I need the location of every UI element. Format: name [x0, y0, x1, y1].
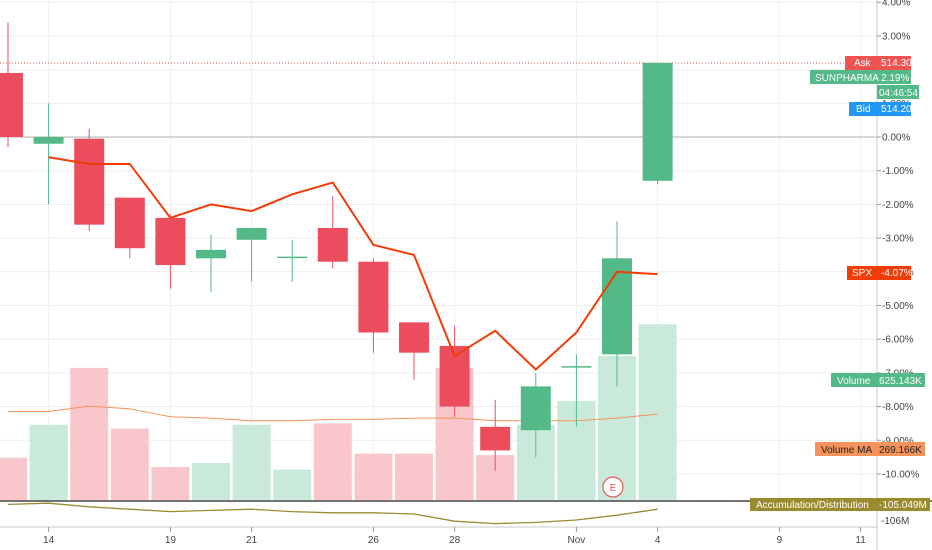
ask-tag-label: Ask — [854, 58, 872, 69]
volume-bar — [192, 463, 230, 500]
candle-body — [358, 261, 389, 333]
accdist-tag: Accumulation/Distribution -105.049M — [750, 498, 930, 511]
time-axis-label: Nov — [568, 535, 586, 546]
candles — [0, 22, 673, 471]
accdist-line — [7, 502, 658, 525]
earnings-marker-circle — [602, 476, 624, 498]
spx-tag-value: -4.07% — [881, 268, 913, 279]
volume-bar — [29, 424, 68, 500]
accdist-tag-label: Accumulation/Distribution — [756, 500, 869, 511]
volume-bar — [395, 453, 433, 500]
symbol-tag-bg — [810, 70, 911, 84]
ask-tag: Ask 514.30 — [845, 56, 912, 70]
price-axis-label: -8.00% — [882, 402, 914, 413]
countdown-value: 04:46:54 — [879, 88, 918, 99]
candle-body — [317, 227, 348, 262]
bid-tag-label: Bid — [856, 104, 870, 115]
accdist-tag-value: -105.049M — [879, 500, 927, 511]
spx-line — [48, 156, 658, 371]
volume-ma-tag-bg — [815, 442, 925, 456]
price-axis-label: 0.00% — [882, 133, 910, 144]
candle-body — [33, 137, 64, 144]
candle-body — [480, 426, 511, 451]
accdist-tag-bg — [750, 498, 930, 511]
spx-tag-bg — [847, 266, 911, 280]
time-axis-label: 21 — [246, 535, 258, 546]
accdist-scale-label: -106M — [881, 516, 909, 527]
candle-body — [561, 366, 592, 368]
candle-body — [277, 256, 308, 259]
volume-tag-label: Volume — [837, 376, 871, 387]
candle-body — [74, 138, 105, 225]
volume-bar — [232, 424, 271, 500]
time-axis-label: 28 — [449, 535, 461, 546]
symbol-tag: SUNPHARMA 2.19% — [810, 70, 911, 84]
time-axis-label: 11 — [855, 535, 866, 546]
price-axis-label: -6.00% — [882, 335, 914, 346]
candle-body — [0, 72, 23, 137]
candle-body — [196, 249, 226, 259]
bid-tag-bg — [849, 102, 911, 116]
volume-bar — [638, 324, 677, 500]
ask-tag-bg — [845, 56, 911, 70]
bid-tag-value: 514.20 — [881, 104, 912, 115]
time-axis-label: 19 — [165, 535, 177, 546]
earnings-marker-label: E — [610, 483, 617, 494]
volume-bars — [0, 324, 677, 500]
candle-body — [236, 227, 267, 240]
countdown-tag: 04:46:54 — [877, 85, 919, 99]
bid-tag: Bid 514.20 — [849, 102, 912, 116]
time-axis[interactable]: 14 19 21 26 28 Nov 4 9 11 — [43, 527, 866, 546]
volume-ma-tag: Volume MA 269.166K — [815, 442, 925, 456]
symbol-tag-label: SUNPHARMA — [815, 73, 879, 84]
volume-bar — [354, 453, 393, 500]
volume-ma-tag-value: 269.166K — [879, 445, 922, 456]
candle-body — [155, 217, 186, 266]
time-axis-label: 26 — [368, 535, 380, 546]
symbol-tag-value: 2.19% — [881, 73, 909, 84]
volume-ma-tag-label: Volume MA — [821, 445, 872, 456]
time-axis-label: 9 — [777, 535, 783, 546]
volume-tag: Volume 625.143K — [831, 373, 925, 387]
price-axis-label: 4.00% — [882, 0, 910, 9]
candle-body — [399, 322, 429, 353]
candle-body — [520, 386, 551, 431]
spx-tag-label: SPX — [852, 268, 872, 279]
candle-body — [114, 197, 145, 249]
volume-tag-bg — [831, 373, 925, 387]
volume-bar — [110, 428, 149, 500]
time-axis-label: 14 — [43, 535, 55, 546]
price-axis-label: -3.00% — [882, 234, 914, 245]
price-axis-label: -2.00% — [882, 200, 914, 211]
time-axis-label: 4 — [655, 535, 661, 546]
volume-bar — [151, 466, 190, 500]
spx-tag: SPX -4.07% — [847, 266, 913, 280]
price-axis-label: -9.00% — [882, 436, 914, 447]
price-axis-label: -10.00% — [882, 470, 919, 481]
candle-body — [602, 258, 632, 355]
volume-bar — [0, 457, 27, 500]
volume-bar — [313, 423, 352, 500]
ask-tag-value: 514.30 — [881, 58, 912, 69]
earnings-marker[interactable]: E — [602, 476, 624, 498]
price-axis-label: -5.00% — [882, 301, 914, 312]
price-axis-label: 3.00% — [882, 31, 910, 42]
candle-body — [642, 62, 673, 181]
volume-tag-value: 625.143K — [879, 376, 922, 387]
volume-bar — [273, 469, 312, 500]
countdown-tag-bg — [877, 85, 919, 99]
volume-bar — [70, 367, 109, 500]
price-axis-label: -1.00% — [882, 166, 914, 177]
